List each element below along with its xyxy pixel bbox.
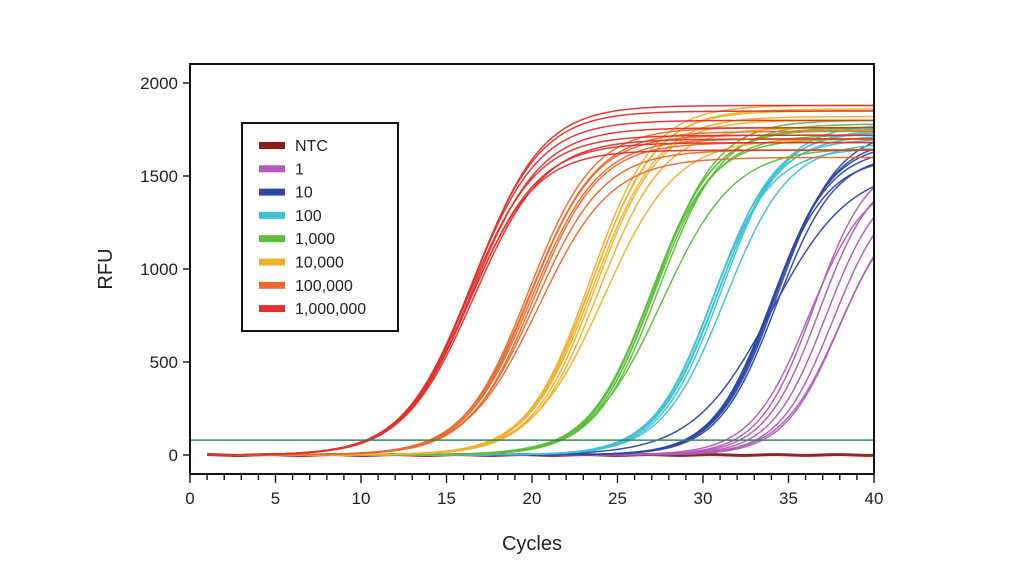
amplification-curves <box>207 104 875 457</box>
legend-item: 1 <box>259 161 304 178</box>
x-tick-label: 15 <box>437 489 456 508</box>
y-tick-label: 0 <box>169 446 178 465</box>
legend-label: 100 <box>295 208 322 225</box>
x-tick-label: 25 <box>608 489 627 508</box>
y-tick-label: 1500 <box>140 167 178 186</box>
legend-item: 10 <box>259 185 313 202</box>
legend-items: NTC 1 10 100 1,000 10,000 100,000 1,000,000 <box>259 138 366 318</box>
y-tick-label: 500 <box>150 353 178 372</box>
y-axis: 0 500 1000 1500 2000 <box>140 74 190 465</box>
curve-100000-rep7 <box>207 130 874 456</box>
curve-1000000-rep8 <box>207 138 874 456</box>
y-tick-label: 1000 <box>140 260 178 279</box>
x-axis-title: Cycles <box>502 533 562 555</box>
y-tick-label: 2000 <box>140 74 178 93</box>
x-tick-label: 10 <box>352 489 371 508</box>
x-tick-label: 5 <box>271 489 280 508</box>
legend-swatch <box>259 258 285 266</box>
y-axis-title: RFU <box>95 248 117 289</box>
x-tick-label: 20 <box>523 489 542 508</box>
legend-swatch <box>259 235 285 243</box>
legend-label: 1,000,000 <box>295 301 366 318</box>
legend: NTC 1 10 100 1,000 10,000 100,000 1,000,000 <box>241 122 399 332</box>
legend-item: 100,000 <box>259 278 353 295</box>
legend-item: 1,000 <box>259 231 335 248</box>
x-axis: 0 5 10 15 20 25 30 35 40 <box>185 474 883 508</box>
legend-label: 1 <box>295 161 304 178</box>
x-tick-label: 35 <box>779 489 798 508</box>
legend-label: 100,000 <box>295 278 353 295</box>
legend-item: 1,000,000 <box>259 301 366 318</box>
legend-swatch <box>259 165 285 173</box>
x-tick-label: 0 <box>185 489 194 508</box>
legend-swatch <box>259 305 285 313</box>
legend-label: NTC <box>295 138 328 155</box>
legend-label: 1,000 <box>295 231 335 248</box>
legend-label: 10 <box>295 185 313 202</box>
legend-swatch <box>259 211 285 219</box>
legend-swatch <box>259 188 285 196</box>
legend-item: 10,000 <box>259 255 344 272</box>
legend-item: NTC <box>259 138 328 155</box>
legend-swatch <box>259 142 285 149</box>
legend-swatch <box>259 281 285 289</box>
x-tick-label: 30 <box>694 489 713 508</box>
x-tick-label: 40 <box>865 489 884 508</box>
legend-item: 100 <box>259 208 322 225</box>
legend-label: 10,000 <box>295 255 344 272</box>
legend-box <box>241 122 399 332</box>
series-1000000 <box>207 104 874 456</box>
